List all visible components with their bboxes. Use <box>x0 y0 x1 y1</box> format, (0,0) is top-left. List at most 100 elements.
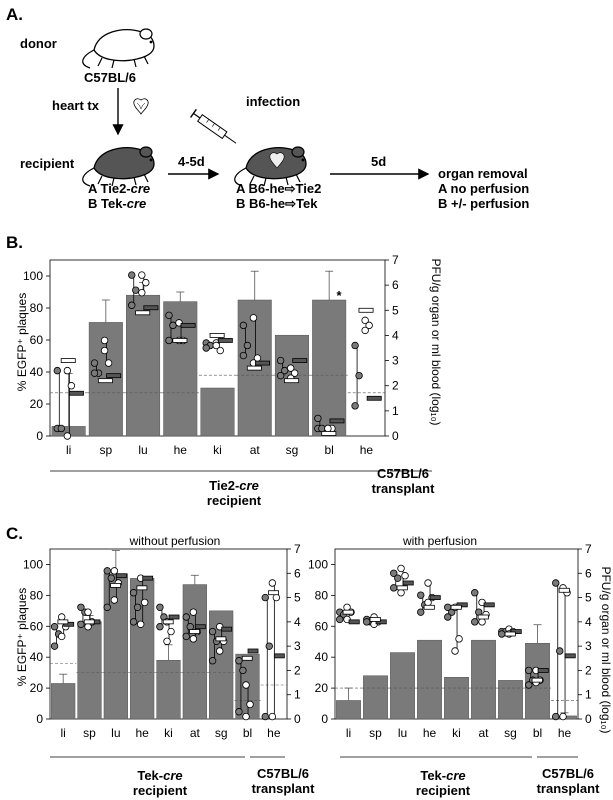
data-point-light <box>104 359 113 367</box>
category-label: he <box>360 443 374 457</box>
data-point-light <box>559 712 567 721</box>
panel-b-group-2-line1: C57BL/6 <box>377 466 429 481</box>
data-point-dark <box>208 627 217 636</box>
data-point-dark <box>57 424 66 433</box>
category-label: li <box>66 443 71 457</box>
bar <box>126 294 161 437</box>
category-label: sp <box>99 443 112 457</box>
mean-marker-light <box>477 614 489 620</box>
left-tick-label: 0 <box>321 712 328 726</box>
data-point-dark <box>165 311 173 320</box>
mean-marker-dark <box>483 602 495 608</box>
right-tick-label: 2 <box>585 663 592 677</box>
mean-marker-dark <box>537 668 549 673</box>
data-point-dark <box>235 657 243 665</box>
mean-marker-light <box>60 358 76 363</box>
heart-tx-label: heart tx <box>52 98 100 113</box>
panel-b-group-1-line2: recipient <box>207 493 262 508</box>
mean-marker-dark <box>106 373 122 379</box>
mean-marker-light <box>215 636 227 642</box>
bar <box>182 584 207 720</box>
right-tick-label: 4 <box>392 328 399 342</box>
panel-b: B. % EGFP⁺ plaques PFU/g organ or ml blo… <box>6 233 443 508</box>
data-point-dark <box>132 286 140 294</box>
data-point-dark <box>50 623 59 631</box>
bar <box>200 387 235 437</box>
bar <box>312 299 347 437</box>
infection-line-a: A B6-he⇨Tie2 <box>236 181 321 196</box>
data-point-dark <box>351 402 359 410</box>
category-label: sp <box>83 726 96 740</box>
data-point-light <box>100 346 109 355</box>
mean-marker-dark <box>63 621 75 627</box>
outcome-line-2: A no perfusion <box>438 181 529 196</box>
data-point-dark <box>525 666 533 675</box>
donor-strain: C57BL/6 <box>84 70 136 85</box>
mean-marker-light <box>342 609 354 615</box>
data-point-light <box>57 632 66 641</box>
donor-label: donor <box>20 36 57 51</box>
mean-marker-dark <box>143 305 159 311</box>
mean-marker-light <box>162 619 174 625</box>
panel-c-left-group-2-line1: C57BL/6 <box>257 766 309 781</box>
data-point-light <box>290 369 299 377</box>
left-tick-label: 40 <box>315 650 329 664</box>
category-label: at <box>478 726 489 740</box>
right-tick-label: 1 <box>294 688 301 702</box>
bar <box>390 652 415 720</box>
data-point-dark <box>471 618 479 626</box>
mean-marker-dark <box>247 648 259 654</box>
right-tick-label: 3 <box>392 354 399 368</box>
data-point-dark <box>239 351 248 360</box>
data-point-dark <box>129 589 138 597</box>
mean-marker-light <box>358 307 374 313</box>
data-point-dark <box>169 321 177 330</box>
data-point-light <box>138 288 146 297</box>
category-label: ki <box>164 726 173 740</box>
data-point-dark <box>261 712 269 721</box>
panel-c-right-subtitle: with perfusion <box>402 534 477 548</box>
data-point-dark <box>355 371 363 380</box>
data-point-light <box>84 623 92 631</box>
infection-label: infection <box>246 94 300 109</box>
bar <box>77 621 102 720</box>
data-point-light <box>268 579 277 587</box>
data-point-light <box>140 598 149 607</box>
category-label: lu <box>138 443 147 457</box>
data-point-light <box>242 712 250 721</box>
mean-marker-dark <box>348 619 360 625</box>
mean-marker-light <box>504 631 516 637</box>
category-label: sg <box>504 726 517 740</box>
infected-mouse-icon <box>234 146 307 187</box>
bar <box>471 639 496 720</box>
mean-marker-light <box>241 655 253 661</box>
data-point-light <box>63 432 72 440</box>
data-point-light <box>249 314 258 322</box>
data-point-light <box>189 635 198 643</box>
mean-marker-dark <box>456 602 468 608</box>
data-point-dark <box>182 632 190 641</box>
data-point-dark <box>182 613 190 621</box>
mean-marker-light <box>369 617 381 622</box>
data-point-dark <box>444 613 452 621</box>
right-tick-label: 2 <box>294 663 301 677</box>
data-point-light <box>215 647 224 655</box>
data-point-dark <box>475 608 483 616</box>
data-point-dark <box>103 567 111 575</box>
mean-marker-light <box>172 338 188 343</box>
left-tick-label: 100 <box>308 557 328 571</box>
category-label: lu <box>111 726 120 740</box>
data-point-light <box>268 712 277 721</box>
category-label: at <box>190 726 201 740</box>
data-point-dark <box>390 584 398 592</box>
mean-marker-dark <box>68 390 84 396</box>
right-tick-label: 6 <box>585 566 592 580</box>
data-point-light <box>63 366 72 375</box>
mean-marker-light <box>558 587 570 593</box>
panel-b-group-2-line2: transplant <box>372 481 436 496</box>
panel-a: A. donor C57BL/6 heart tx recipient A Ti… <box>6 5 529 211</box>
category-label: lu <box>398 726 407 740</box>
mean-marker-dark <box>375 619 387 625</box>
outcome-line-1: organ removal <box>438 166 528 181</box>
category-label: sp <box>369 726 382 740</box>
